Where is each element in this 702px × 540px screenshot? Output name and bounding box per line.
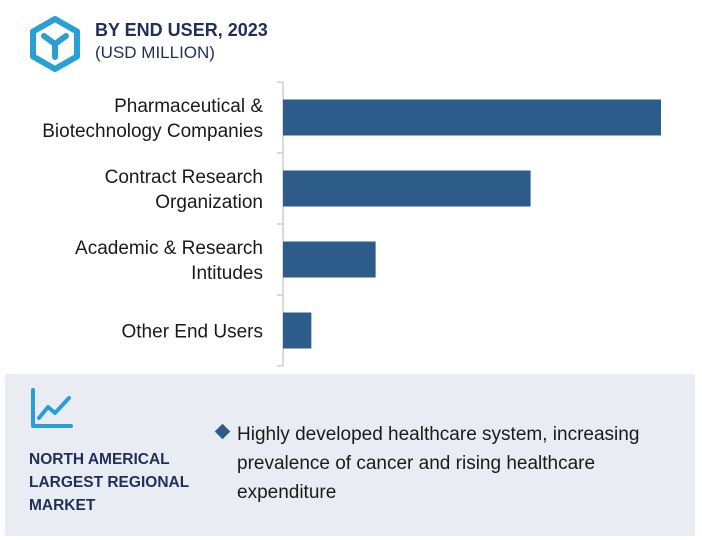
category-label: Pharmaceutical & Biotechnology Companies xyxy=(42,96,263,142)
bar-chart: Pharmaceutical & Biotechnology Companies C… xyxy=(42,81,661,367)
category-label-line: Pharmaceutical & xyxy=(114,96,263,117)
region-label: NORTH AMERICAL LARGEST REGIONAL MARKET xyxy=(29,451,189,514)
hexagon-logo-icon xyxy=(29,16,81,72)
category-label-line: Other End Users xyxy=(122,322,264,343)
chart-title: BY END USER, 2023 xyxy=(95,20,268,40)
bar xyxy=(283,99,661,136)
category-label: Academic & Research Intitudes xyxy=(75,238,263,284)
diamond-bullet-icon xyxy=(214,423,231,440)
bar xyxy=(283,241,376,278)
bar xyxy=(283,312,312,349)
chart-header: BY END USER, 2023 (USD MILLION) xyxy=(5,0,697,80)
line-chart-icon xyxy=(29,388,73,430)
category-label-line: Biotechnology Companies xyxy=(42,121,263,142)
insight-text: Highly developed healthcare system, incr… xyxy=(237,424,640,503)
category-label-line: Academic & Research xyxy=(75,238,263,259)
category-label-line: Contract Research xyxy=(105,167,263,188)
category-label: Contract Research Organization xyxy=(105,167,263,213)
category-label: Other End Users xyxy=(122,322,264,343)
bar xyxy=(283,170,531,207)
chart-subtitle: (USD MILLION) xyxy=(95,43,215,62)
category-label-line: Organization xyxy=(155,192,263,213)
insight-panel: NORTH AMERICAL LARGEST REGIONAL MARKET H… xyxy=(5,374,695,536)
category-label-line: Intitudes xyxy=(191,263,263,284)
